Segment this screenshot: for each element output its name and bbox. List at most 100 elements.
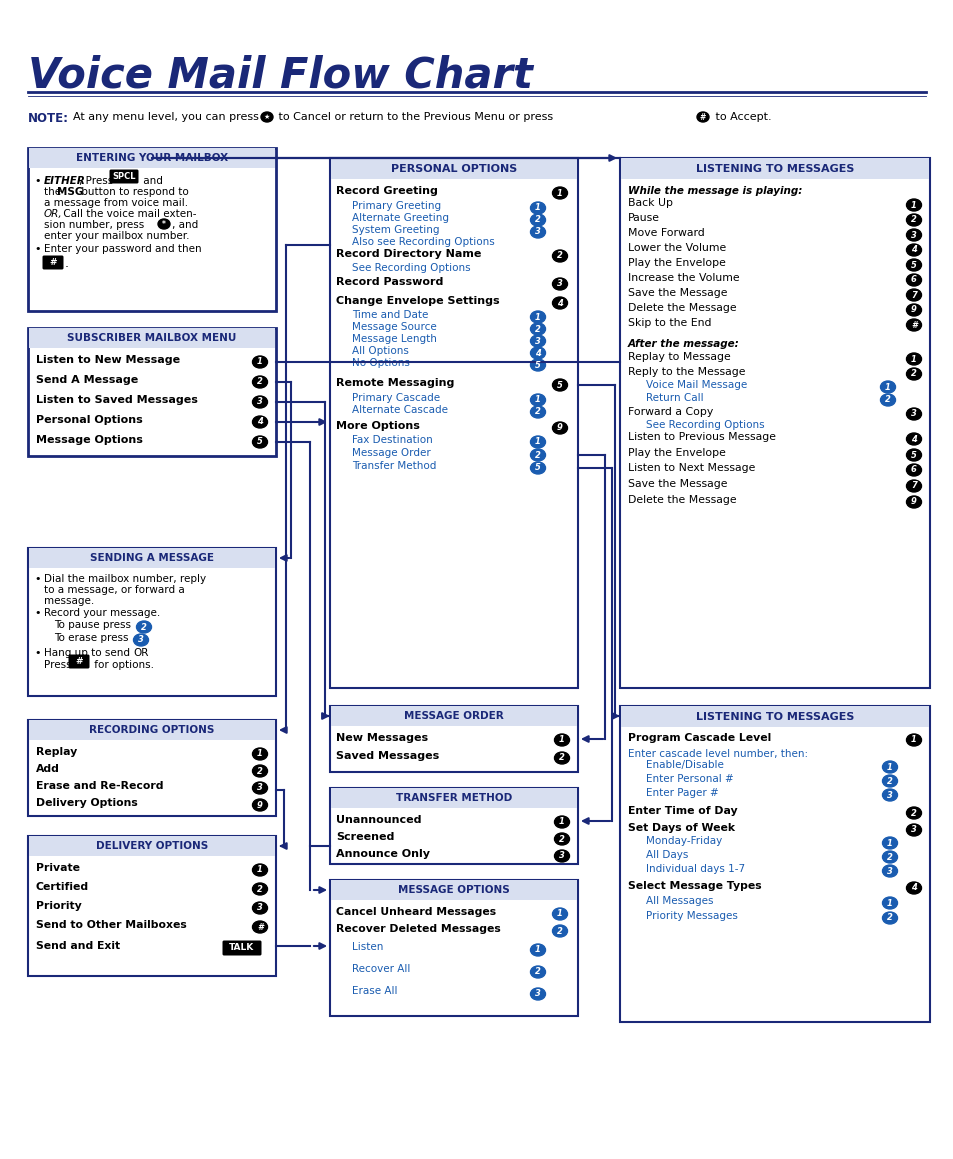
Text: Program Cascade Level: Program Cascade Level <box>627 732 770 743</box>
Text: 6: 6 <box>910 466 916 474</box>
Text: Primary Greeting: Primary Greeting <box>352 201 440 211</box>
Text: 1: 1 <box>256 357 263 366</box>
Text: 9: 9 <box>910 497 916 506</box>
Ellipse shape <box>530 335 545 347</box>
Ellipse shape <box>882 789 897 801</box>
Ellipse shape <box>552 379 567 391</box>
Text: Record Password: Record Password <box>335 277 443 287</box>
Text: 2: 2 <box>884 395 890 404</box>
Text: Record Greeting: Record Greeting <box>335 185 437 196</box>
Text: sion number, press: sion number, press <box>44 220 148 229</box>
Ellipse shape <box>697 112 708 122</box>
Ellipse shape <box>253 416 267 428</box>
Text: Message Source: Message Source <box>352 322 436 331</box>
Text: 1: 1 <box>558 817 564 826</box>
Text: 2: 2 <box>535 968 540 977</box>
FancyBboxPatch shape <box>28 328 275 455</box>
Ellipse shape <box>133 634 149 646</box>
Text: TRANSFER METHOD: TRANSFER METHOD <box>395 793 512 803</box>
FancyBboxPatch shape <box>331 880 577 901</box>
Text: Replay to Message: Replay to Message <box>627 352 730 362</box>
Ellipse shape <box>253 396 267 408</box>
Ellipse shape <box>253 356 267 369</box>
Ellipse shape <box>253 765 267 777</box>
Text: 2: 2 <box>886 777 892 786</box>
Ellipse shape <box>882 897 897 909</box>
Text: 2: 2 <box>886 913 892 923</box>
Ellipse shape <box>905 274 921 286</box>
Text: 3: 3 <box>256 398 263 407</box>
Text: Message Order: Message Order <box>352 449 431 458</box>
Text: 3: 3 <box>535 990 540 999</box>
Text: 2: 2 <box>910 370 916 379</box>
Text: .: . <box>65 257 69 270</box>
Ellipse shape <box>905 408 921 420</box>
Ellipse shape <box>554 833 569 845</box>
FancyBboxPatch shape <box>222 940 261 955</box>
Ellipse shape <box>552 187 567 199</box>
Ellipse shape <box>530 214 545 226</box>
Text: ★: ★ <box>264 114 270 121</box>
Text: All Days: All Days <box>645 850 688 860</box>
Text: 5: 5 <box>535 464 540 473</box>
Ellipse shape <box>905 734 921 746</box>
Text: 1: 1 <box>256 750 263 758</box>
Text: *: * <box>162 219 166 228</box>
Ellipse shape <box>530 311 545 323</box>
Ellipse shape <box>253 902 267 914</box>
Text: 3: 3 <box>557 279 562 289</box>
Text: 4: 4 <box>557 299 562 307</box>
Ellipse shape <box>530 226 545 238</box>
Text: 1: 1 <box>558 736 564 744</box>
Text: Voice Mail Flow Chart: Voice Mail Flow Chart <box>28 54 533 97</box>
Ellipse shape <box>530 965 545 978</box>
Ellipse shape <box>880 394 895 406</box>
Text: SENDING A MESSAGE: SENDING A MESSAGE <box>90 553 213 563</box>
Text: Send to Other Mailboxes: Send to Other Mailboxes <box>36 920 187 930</box>
Text: , Press: , Press <box>79 176 113 185</box>
Text: Erase and Re-Record: Erase and Re-Record <box>36 781 163 790</box>
Text: Back Up: Back Up <box>627 198 672 207</box>
Ellipse shape <box>905 824 921 836</box>
Text: Screened: Screened <box>335 832 394 841</box>
Text: 1: 1 <box>886 838 892 847</box>
FancyBboxPatch shape <box>43 255 64 270</box>
Text: Individual days 1-7: Individual days 1-7 <box>645 863 744 874</box>
Text: Message Length: Message Length <box>352 334 436 344</box>
Text: 2: 2 <box>910 216 916 225</box>
Text: 1: 1 <box>910 736 916 744</box>
Text: 1: 1 <box>535 395 540 404</box>
Text: 3: 3 <box>886 867 892 875</box>
Ellipse shape <box>253 921 267 933</box>
Text: •: • <box>34 648 40 658</box>
Text: 2: 2 <box>886 853 892 861</box>
Ellipse shape <box>554 816 569 828</box>
FancyBboxPatch shape <box>28 720 275 816</box>
Ellipse shape <box>261 112 273 122</box>
Text: 2: 2 <box>558 753 564 763</box>
Text: the: the <box>44 187 64 197</box>
FancyBboxPatch shape <box>330 788 578 863</box>
Text: Move Forward: Move Forward <box>627 228 704 238</box>
Text: Dial the mailbox number, reply: Dial the mailbox number, reply <box>44 574 206 584</box>
Text: Save the Message: Save the Message <box>627 287 727 298</box>
Text: Delete the Message: Delete the Message <box>627 302 736 313</box>
Text: More Options: More Options <box>335 421 419 431</box>
Text: Return Call: Return Call <box>645 393 703 403</box>
FancyBboxPatch shape <box>29 548 275 568</box>
Ellipse shape <box>905 258 921 271</box>
Text: Delete the Message: Delete the Message <box>627 495 736 505</box>
Text: 5: 5 <box>256 437 263 446</box>
Text: System Greeting: System Greeting <box>352 225 439 235</box>
Text: 4: 4 <box>256 417 263 427</box>
Ellipse shape <box>253 782 267 794</box>
Text: 2: 2 <box>557 252 562 261</box>
Ellipse shape <box>905 304 921 316</box>
Text: Pause: Pause <box>627 213 659 223</box>
Text: OR,: OR, <box>44 209 63 219</box>
Text: PERSONAL OPTIONS: PERSONAL OPTIONS <box>391 163 517 174</box>
FancyBboxPatch shape <box>28 836 275 976</box>
Text: •: • <box>34 176 40 185</box>
Text: Monday-Friday: Monday-Friday <box>645 836 721 846</box>
Ellipse shape <box>530 347 545 359</box>
